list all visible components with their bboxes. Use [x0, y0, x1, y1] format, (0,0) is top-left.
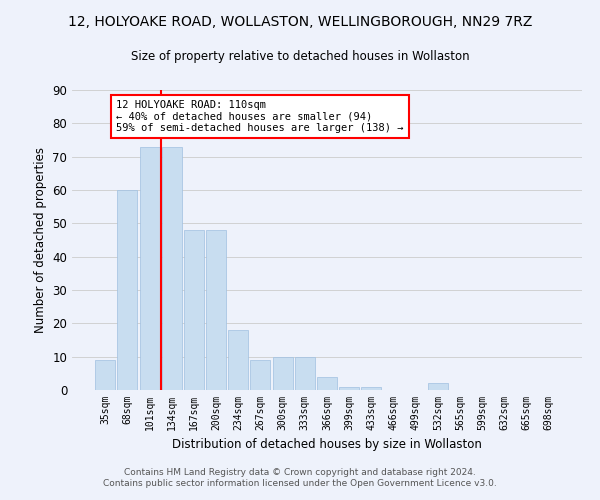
- Bar: [95, 360, 115, 390]
- X-axis label: Distribution of detached houses by size in Wollaston: Distribution of detached houses by size …: [172, 438, 482, 452]
- Bar: [272, 356, 293, 390]
- Bar: [428, 384, 448, 390]
- Bar: [228, 330, 248, 390]
- Text: 12 HOLYOAKE ROAD: 110sqm
← 40% of detached houses are smaller (94)
59% of semi-d: 12 HOLYOAKE ROAD: 110sqm ← 40% of detach…: [116, 100, 404, 133]
- Bar: [184, 230, 204, 390]
- Text: Contains HM Land Registry data © Crown copyright and database right 2024.
Contai: Contains HM Land Registry data © Crown c…: [103, 468, 497, 487]
- Text: Size of property relative to detached houses in Wollaston: Size of property relative to detached ho…: [131, 50, 469, 63]
- Text: 12, HOLYOAKE ROAD, WOLLASTON, WELLINGBOROUGH, NN29 7RZ: 12, HOLYOAKE ROAD, WOLLASTON, WELLINGBOR…: [68, 15, 532, 29]
- Bar: [361, 386, 382, 390]
- Bar: [118, 190, 137, 390]
- Bar: [250, 360, 271, 390]
- Y-axis label: Number of detached properties: Number of detached properties: [34, 147, 47, 333]
- Bar: [206, 230, 226, 390]
- Bar: [339, 386, 359, 390]
- Bar: [162, 146, 182, 390]
- Bar: [295, 356, 315, 390]
- Bar: [140, 146, 160, 390]
- Bar: [317, 376, 337, 390]
